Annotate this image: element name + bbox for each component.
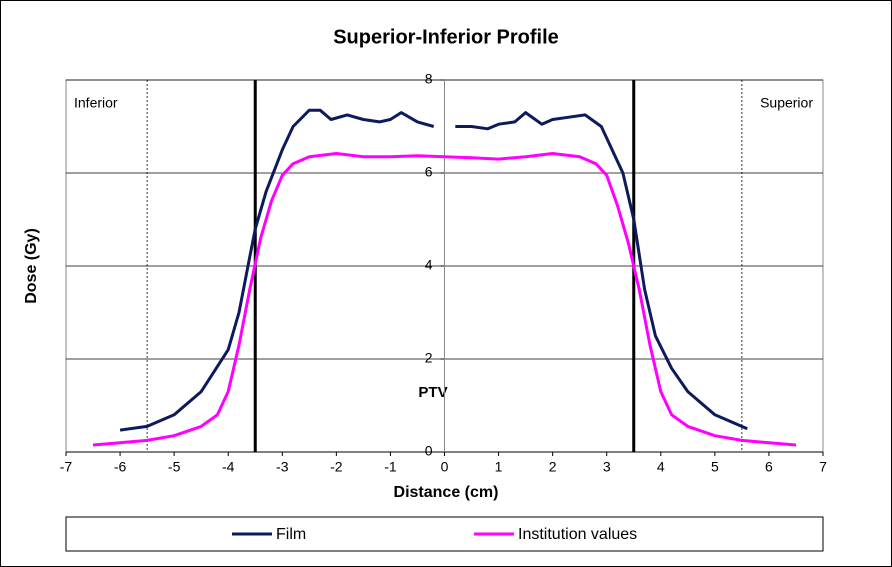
x-tick-label: -3 — [276, 459, 289, 475]
annotation: Superior — [760, 95, 813, 111]
annotation: PTV — [418, 384, 447, 401]
x-tick-label: 0 — [441, 459, 449, 475]
x-tick-label: -4 — [222, 459, 235, 475]
x-tick-label: 1 — [495, 459, 503, 475]
y-tick-label: 2 — [425, 350, 433, 366]
line-series — [119, 108, 748, 432]
x-tick-label: 6 — [765, 459, 773, 475]
x-axis-label: Distance (cm) — [394, 484, 499, 501]
y-tick-label: 6 — [425, 164, 433, 180]
x-tick-label: 3 — [603, 459, 611, 475]
legend-label: Institution values — [518, 526, 637, 543]
chart-title: Superior-Inferior Profile — [333, 26, 559, 48]
y-tick-label: 4 — [425, 257, 433, 273]
annotation: Inferior — [74, 95, 118, 111]
legend-box — [65, 516, 824, 552]
legend-label: Film — [276, 526, 306, 543]
x-tick-label: 7 — [819, 459, 827, 475]
x-tick-label: -7 — [60, 459, 73, 475]
x-tick-label: -2 — [330, 459, 343, 475]
x-tick-label: 2 — [549, 459, 557, 475]
y-tick-label: 8 — [425, 71, 433, 87]
x-tick-label: -1 — [384, 459, 397, 475]
line-series — [92, 152, 797, 447]
x-tick-label: 4 — [657, 459, 665, 475]
x-tick-label: -5 — [168, 459, 181, 475]
y-axis-label: Dose (Gy) — [23, 228, 40, 304]
y-tick-label: 0 — [425, 443, 433, 459]
x-tick-label: 5 — [711, 459, 719, 475]
x-tick-label: -6 — [114, 459, 127, 475]
